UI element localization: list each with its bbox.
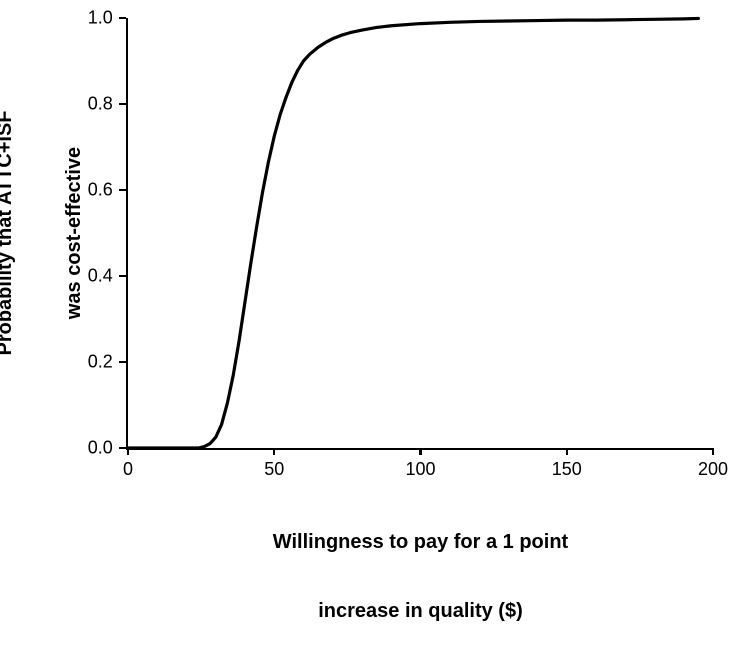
x-tick — [712, 448, 714, 455]
plot-area — [128, 18, 713, 448]
y-tick — [119, 361, 126, 363]
x-tick — [273, 448, 275, 455]
y-tick-label: 0.0 — [79, 438, 113, 459]
x-axis-label-line1: Willingness to pay for a 1 point — [273, 531, 568, 554]
x-tick-label: 0 — [123, 459, 133, 480]
y-tick — [119, 17, 126, 19]
x-axis-label-line2: increase in quality ($) — [273, 600, 568, 623]
y-tick — [119, 447, 126, 449]
x-tick — [419, 448, 421, 455]
y-tick — [119, 103, 126, 105]
line-series — [128, 18, 713, 448]
y-axis-label-line2: was cost-effective — [63, 110, 86, 355]
y-axis-label: Probability that ATTC+ISF was cost-effec… — [0, 110, 132, 355]
x-axis-label: Willingness to pay for a 1 point increas… — [273, 485, 568, 669]
x-tick-label: 200 — [698, 459, 728, 480]
x-tick — [566, 448, 568, 455]
x-tick-label: 100 — [405, 459, 435, 480]
x-tick-label: 50 — [264, 459, 284, 480]
x-tick-label: 150 — [552, 459, 582, 480]
x-tick — [127, 448, 129, 455]
y-tick-label: 1.0 — [79, 8, 113, 29]
ceac-chart: 0501001502000.00.20.40.60.81.0 Probabili… — [0, 0, 750, 562]
y-axis-label-line1: Probability that ATTC+ISF — [0, 110, 17, 355]
